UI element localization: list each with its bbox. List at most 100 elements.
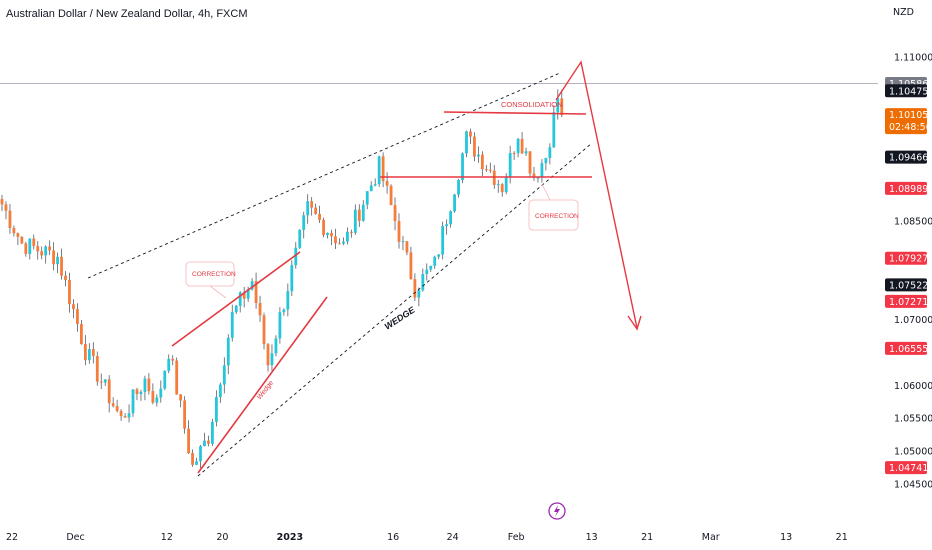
candle-body [433,256,437,266]
candle-body [385,181,389,186]
candle-body [139,391,143,395]
candle-body [111,403,115,407]
candle-body [349,231,353,233]
candle-body [179,394,183,401]
candle-body [425,269,429,275]
candle-body [480,154,484,170]
price-axis[interactable]: NZD 1.11000 1.08500 1.07000 1.06000 1.05500 1.… [885,7,932,490]
lightning-bolt-icon [554,505,560,517]
price-badge [885,150,927,164]
candle-body [302,215,306,230]
annotations-layer: CONSOLIDATIONCORRECTIONCORRECTIONWEDGEWe… [0,60,878,477]
candle-body [353,209,357,233]
candle-body [330,232,333,237]
candle-body [32,238,36,247]
candle-body [314,207,318,214]
candle-body [318,213,321,220]
candle-body [159,388,163,398]
candle-body [437,254,441,257]
candle-body [365,191,369,205]
candle-body [477,154,480,157]
candle-body [449,211,453,225]
candle-body [91,349,95,357]
candle-body [548,147,552,158]
candle-body [230,312,234,338]
x-tick-label: 13 [586,532,598,543]
candle-body [294,247,298,266]
candle-body [234,305,238,313]
x-tick-label: 22 [6,532,18,543]
candle-body [76,309,79,325]
price-badge-label: 1.07927 [889,254,928,265]
candle-body [56,256,59,265]
price-badge-label: 1.09466 [889,153,928,164]
correction-label-left: CORRECTION [192,271,236,278]
candle-body [52,250,56,265]
y-tick-label: 1.06000 [894,381,932,392]
x-tick-label: 12 [161,532,173,543]
x-tick-label: 21 [641,532,653,543]
price-badge [885,461,927,475]
consolidation-top-line [443,111,587,115]
candle-body [191,453,194,465]
candle-body [270,353,274,366]
candle-body [393,205,397,222]
candle-body [488,169,492,171]
candle-body [536,177,540,179]
candle-body [163,370,167,389]
candle-body [461,153,464,181]
candle-body [151,391,155,403]
candle-body [147,378,151,392]
small-wedge-lower-line [197,296,328,474]
correction-box-right [528,199,579,231]
candle-body [504,177,508,193]
y-axis-unit-label: NZD [893,7,914,18]
correction-label-right: CORRECTION [535,213,579,220]
candle-body [389,185,393,206]
candle-body [68,279,71,305]
price-badge-label: 1.10475 [889,86,928,97]
candle-body [238,292,242,306]
price-badge-label: 1.10105 [889,110,928,121]
candle-body [373,184,377,186]
candle-body [135,389,139,395]
projection-arrow [555,60,638,329]
y-tick-label: 1.05500 [894,414,932,425]
candle-body [40,251,44,256]
candle-body [155,397,159,403]
candle-body [453,194,456,212]
candle-body [203,440,206,447]
candle-body [306,201,310,216]
candle-body [500,184,504,193]
candle-body [127,413,131,418]
y-tick-label: 1.11000 [894,52,932,63]
candle-body [262,315,266,345]
wedge-label-main: WEDGE [383,304,418,331]
x-tick-label: Mar [702,532,720,543]
candle-body [60,256,63,276]
candle-body [222,365,226,385]
candle-body [175,360,179,395]
price-badge [885,341,927,355]
candle-body [524,151,528,154]
price-badge [885,251,927,265]
candle-body [195,461,198,465]
candle-body [218,384,222,398]
candle-body [345,231,349,242]
candle-body [544,157,548,164]
time-axis[interactable]: 22 Dec 12 20 2023 16 24 Feb 13 21 Mar 13 21 [6,532,848,543]
candle-body [207,440,210,444]
candle-body [246,289,250,299]
candle-body [520,138,524,154]
candle-body [171,358,175,361]
candle-body [266,344,270,366]
chart-title: Australian Dollar / New Zealand Dollar, … [6,8,248,20]
x-tick-label: 13 [780,532,792,543]
candle-body [72,304,75,310]
candle-body [199,446,202,462]
candle-body [278,312,282,339]
lightning-icon[interactable] [548,502,566,520]
candle-body [36,246,40,252]
candle-body [322,219,325,236]
